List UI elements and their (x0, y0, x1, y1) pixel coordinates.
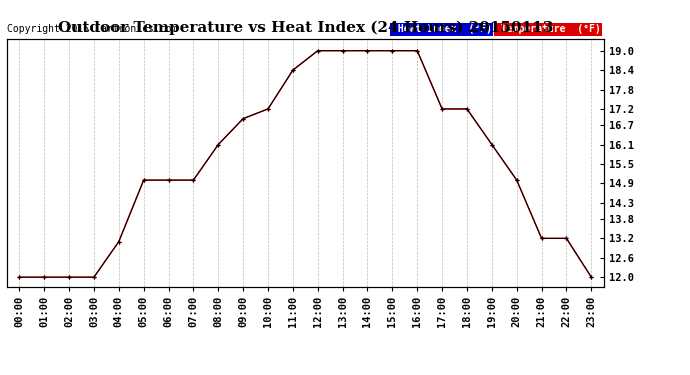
Title: Outdoor Temperature vs Heat Index (24 Hours) 20150113: Outdoor Temperature vs Heat Index (24 Ho… (58, 21, 553, 35)
Text: Heat Index  (°F): Heat Index (°F) (392, 24, 492, 34)
Text: Copyright 2015 Cartronics.com: Copyright 2015 Cartronics.com (7, 24, 177, 34)
Text: Temperature  (°F): Temperature (°F) (495, 24, 601, 34)
